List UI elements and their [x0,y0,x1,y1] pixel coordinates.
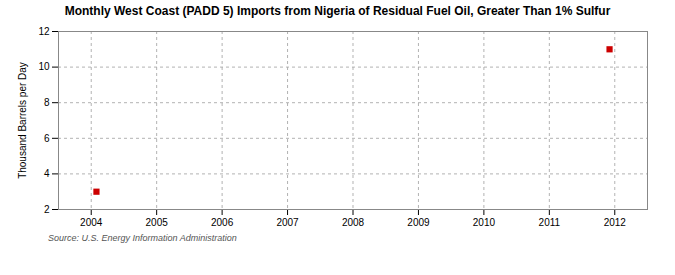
svg-text:2006: 2006 [211,217,234,228]
svg-text:2: 2 [44,204,50,215]
svg-text:12: 12 [38,26,50,37]
svg-text:2005: 2005 [146,217,169,228]
html-text:Monthly West Coast (PADD 5) Im: Monthly West Coast (PADD 5) Imports from… [64,4,611,18]
svg-text:2009: 2009 [407,217,430,228]
svg-text:8: 8 [44,97,50,108]
svg-text:6: 6 [44,133,50,144]
svg-text:4: 4 [44,168,50,179]
svg-text:2010: 2010 [473,217,496,228]
svg-text:2008: 2008 [342,217,365,228]
svg-text:10: 10 [38,61,50,72]
svg-text:2012: 2012 [604,217,627,228]
svg-text:2007: 2007 [276,217,299,228]
html-text:Source: U.S. Energy Informatio: Source: U.S. Energy Information Administ… [48,233,237,243]
svg-text:2011: 2011 [539,217,561,228]
svg-text:2004: 2004 [80,217,103,228]
svg-text:Thousand Barrels per Day: Thousand Barrels per Day [17,62,28,179]
